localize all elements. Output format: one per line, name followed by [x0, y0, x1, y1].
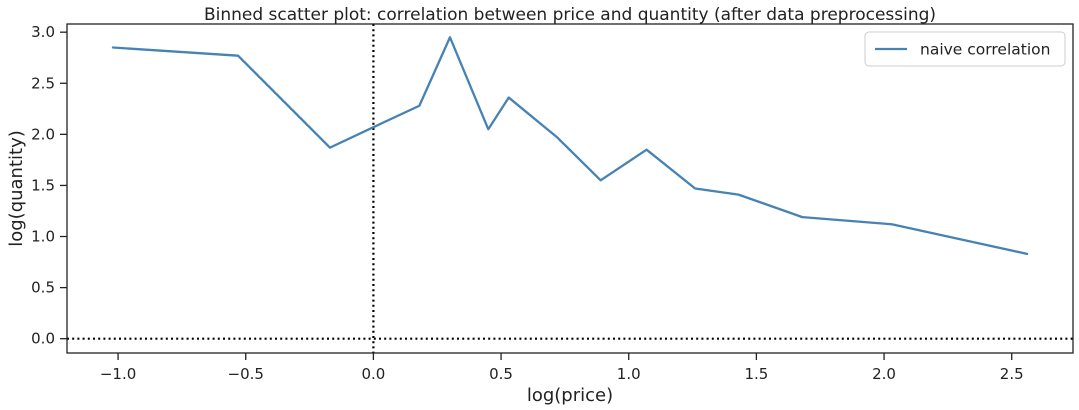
x-tick-label: 1.5	[744, 365, 768, 383]
y-tick-label: 0.0	[31, 330, 55, 348]
legend-box	[864, 31, 1066, 67]
y-tick-label: 0.5	[31, 279, 55, 297]
x-tick-label: 0.0	[361, 365, 385, 383]
y-tick-label: 1.0	[31, 228, 55, 246]
chart-title: Binned scatter plot: correlation between…	[204, 5, 936, 25]
y-tick-label: 2.0	[31, 125, 55, 143]
x-axis-label: log(price)	[527, 385, 613, 406]
legend-label: naive correlation	[920, 41, 1050, 59]
x-tick-label: 0.5	[489, 365, 513, 383]
plot-frame	[66, 23, 1074, 354]
x-tick-label: 2.5	[1000, 365, 1024, 383]
series-line-0	[111, 36, 1029, 256]
x-tick-label: −0.5	[228, 365, 264, 383]
y-tick-label: 3.0	[31, 23, 55, 41]
y-tick-label: 2.5	[31, 74, 55, 92]
x-tick-label: 1.0	[617, 365, 641, 383]
y-axis-label: log(quantity)	[6, 130, 27, 247]
x-tick-label: 2.0	[872, 365, 896, 383]
y-tick-label: 1.5	[31, 176, 55, 194]
legend: naive correlation	[864, 31, 1066, 67]
x-tick-label: −1.0	[100, 365, 136, 383]
